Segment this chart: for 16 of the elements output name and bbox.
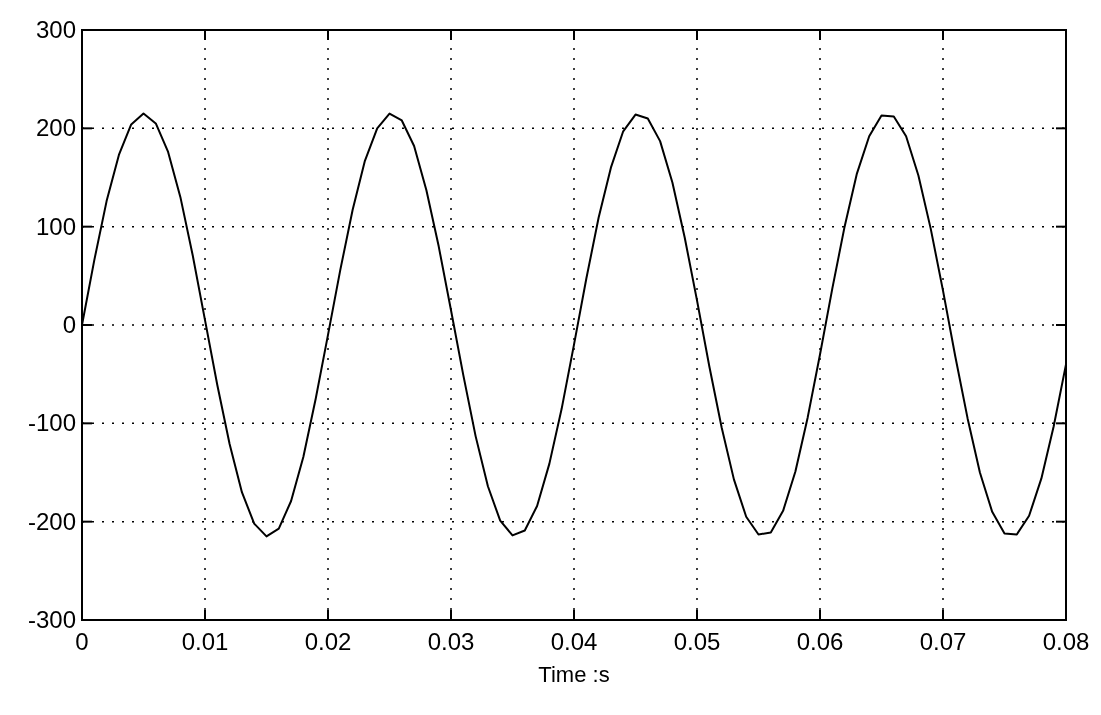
x-tick-label: 0.08 [1042,628,1090,655]
y-tick-label: -100 [27,409,76,437]
y-tick-label: 0 [62,311,76,338]
x-tick-label: 0.05 [673,628,721,655]
x-tick-label: 0.07 [919,628,967,655]
y-tick-label: -300 [27,606,76,633]
x-tick-label: 0.06 [796,628,844,655]
x-tick-label: 0.03 [427,628,475,655]
y-tick-label: 200 [35,114,76,142]
x-tick-label: 0.02 [304,628,352,655]
x-tick-label: 0.01 [181,628,229,655]
y-tick-label: 100 [35,212,76,240]
x-tick-label: 0.04 [550,628,598,655]
y-tick-label: -200 [27,507,76,535]
y-tick-label: 300 [35,16,76,43]
x-axis-title: Time :s [538,662,610,687]
